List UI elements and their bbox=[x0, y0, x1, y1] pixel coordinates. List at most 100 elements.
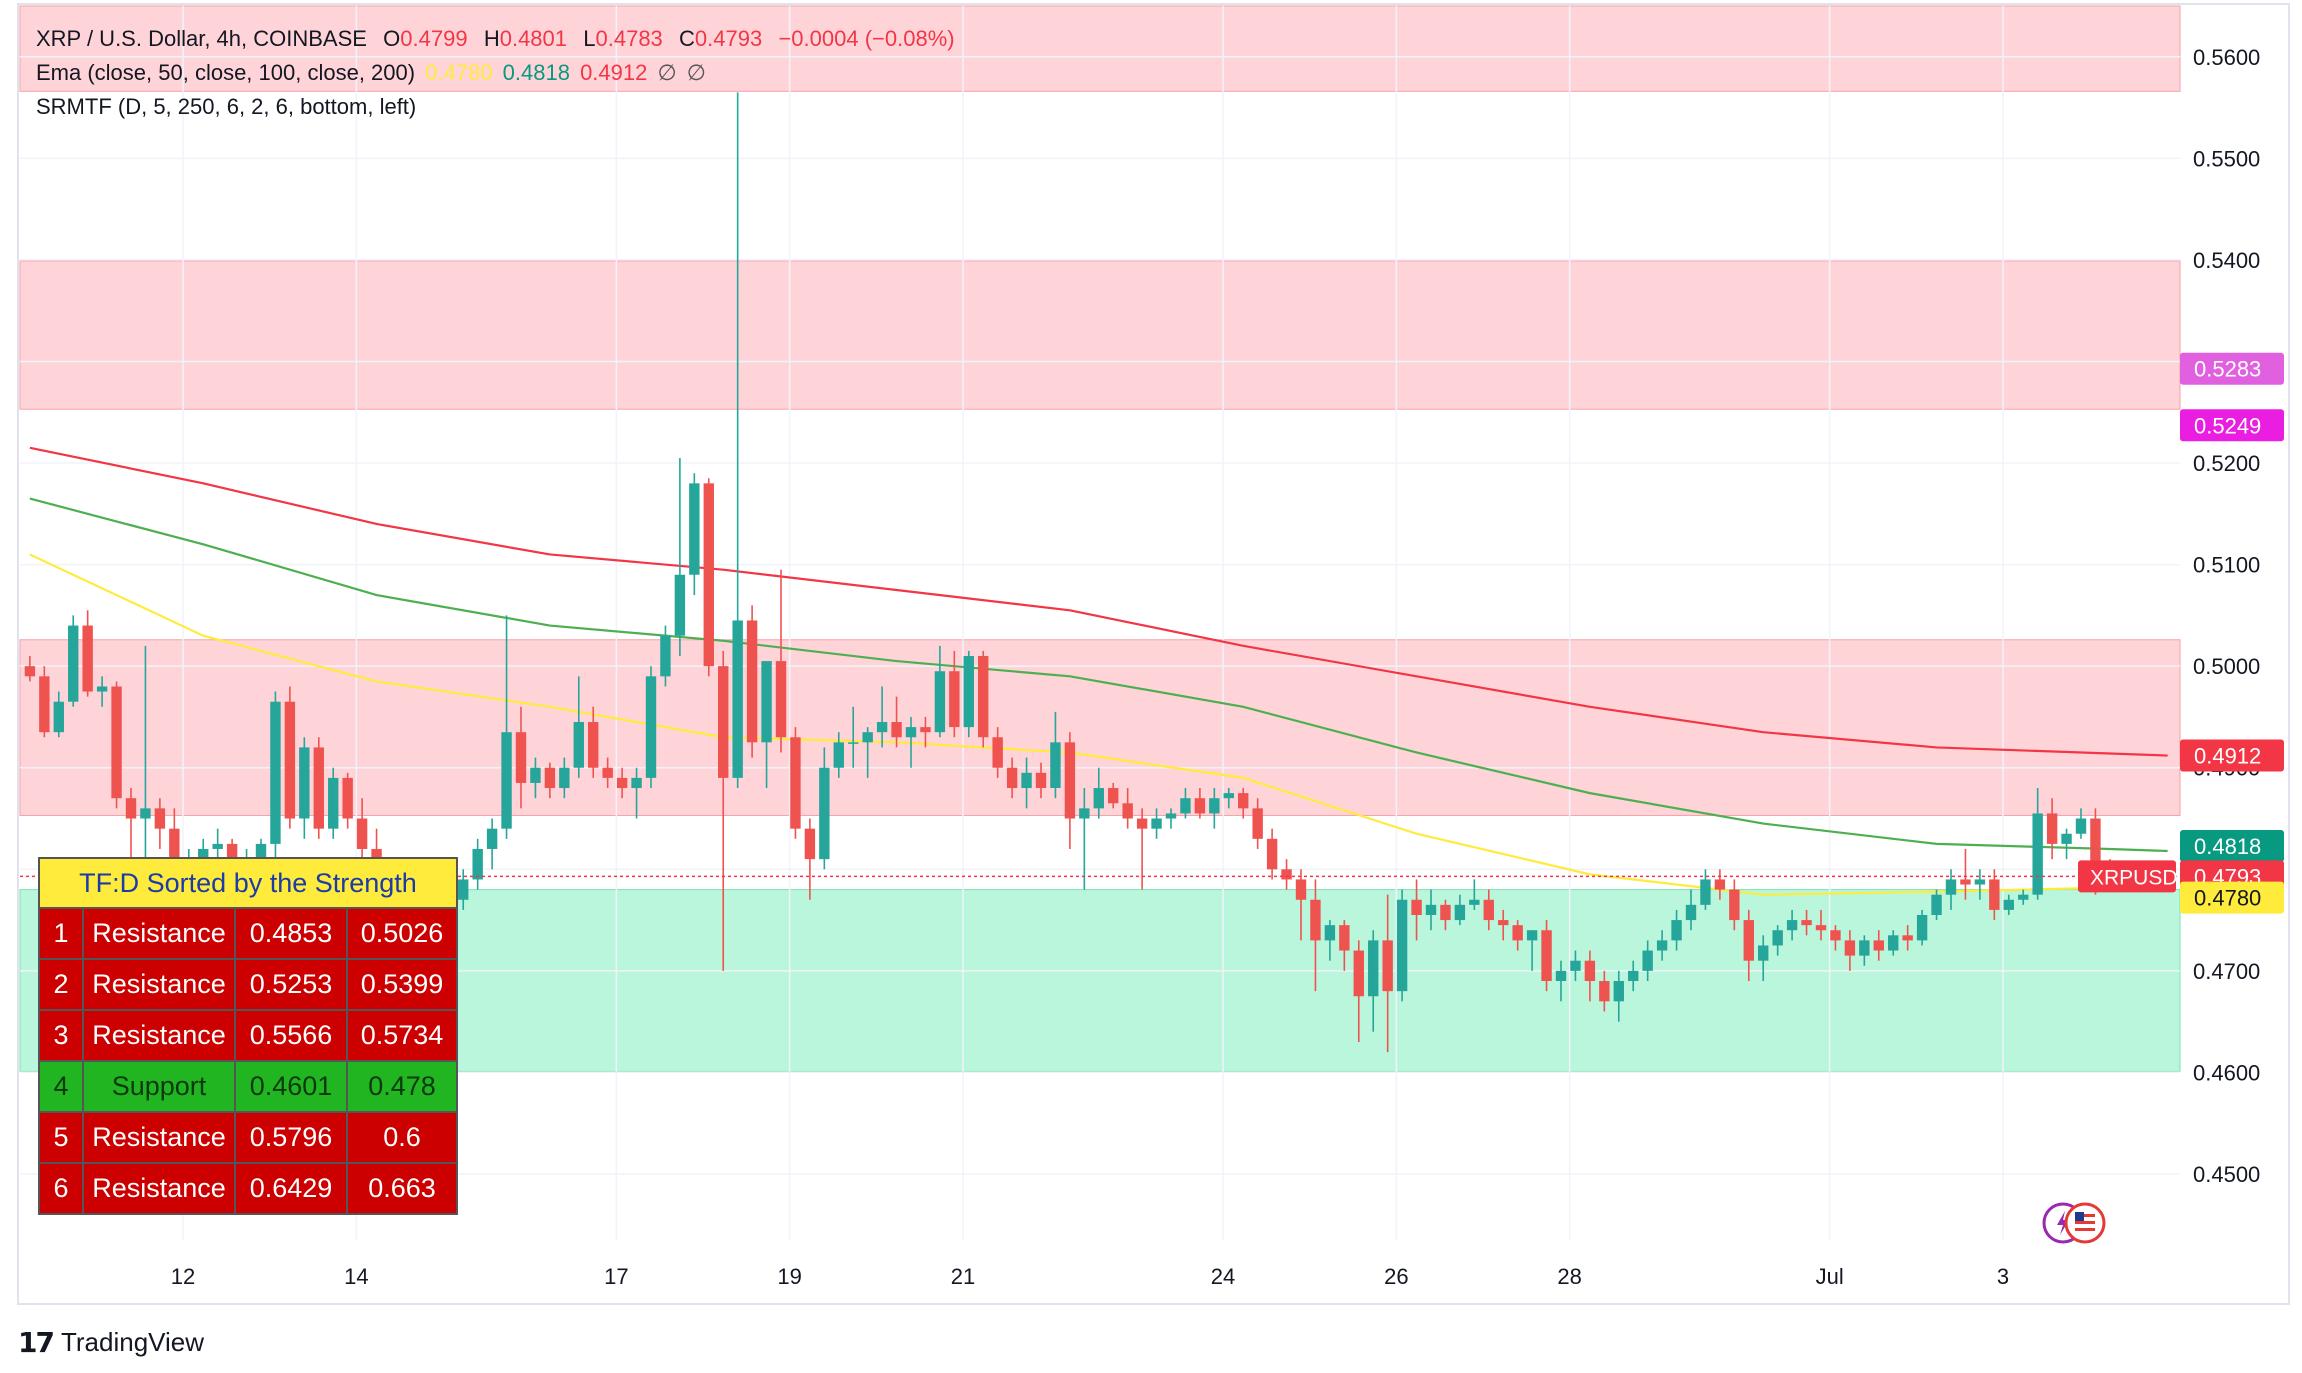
candle[interactable] bbox=[992, 727, 1003, 778]
candle[interactable] bbox=[1555, 960, 1567, 1002]
candle[interactable] bbox=[645, 666, 657, 789]
candle[interactable] bbox=[82, 610, 93, 697]
candle[interactable] bbox=[1050, 711, 1061, 799]
candles-layer[interactable] bbox=[24, 92, 2116, 1053]
candle[interactable] bbox=[356, 798, 368, 860]
candle[interactable] bbox=[458, 869, 469, 910]
tradingview-brand[interactable]: 𝟭𝟳 TradingView bbox=[18, 1326, 204, 1359]
candle[interactable] bbox=[1223, 788, 1234, 809]
candle[interactable] bbox=[1974, 869, 1986, 900]
candle[interactable] bbox=[1613, 970, 1624, 1022]
flag-icon[interactable] bbox=[2042, 1202, 2106, 1244]
candle[interactable] bbox=[1324, 920, 1336, 961]
candle[interactable] bbox=[2046, 798, 2058, 860]
legend-srmtf[interactable]: SRMTF (D, 5, 250, 6, 2, 6, bottom, left) bbox=[36, 94, 420, 120]
candle[interactable] bbox=[2018, 889, 2029, 905]
candle[interactable] bbox=[39, 666, 50, 738]
candle[interactable] bbox=[1772, 925, 1783, 956]
candle[interactable] bbox=[862, 727, 873, 778]
candle[interactable] bbox=[978, 650, 989, 748]
candle[interactable] bbox=[1454, 894, 1466, 926]
candle[interactable] bbox=[732, 92, 743, 789]
candle[interactable] bbox=[1714, 869, 1726, 900]
candle[interactable] bbox=[154, 798, 166, 849]
candle[interactable] bbox=[718, 650, 729, 971]
candle[interactable] bbox=[1989, 869, 2000, 921]
candle[interactable] bbox=[515, 706, 527, 809]
candle[interactable] bbox=[1642, 940, 1653, 982]
candle[interactable] bbox=[1440, 899, 1451, 931]
candle[interactable] bbox=[1945, 869, 1957, 910]
candle[interactable] bbox=[1584, 950, 1596, 1002]
candle[interactable] bbox=[342, 772, 353, 829]
candle[interactable] bbox=[328, 767, 339, 839]
candle[interactable] bbox=[920, 716, 931, 748]
candle[interactable] bbox=[1541, 920, 1552, 992]
candle[interactable] bbox=[1151, 808, 1162, 839]
candle[interactable] bbox=[1136, 808, 1148, 890]
candle[interactable] bbox=[1844, 930, 1856, 971]
candle[interactable] bbox=[284, 686, 296, 829]
candle[interactable] bbox=[1729, 879, 1740, 931]
candle[interactable] bbox=[1108, 782, 1119, 809]
symbol-title[interactable]: XRP / U.S. Dollar, 4h, COINBASE bbox=[36, 26, 367, 51]
candle[interactable] bbox=[1859, 935, 1870, 966]
candle[interactable] bbox=[111, 681, 122, 809]
candle[interactable] bbox=[1931, 889, 1942, 921]
candle[interactable] bbox=[299, 737, 310, 839]
candle[interactable] bbox=[1295, 869, 1307, 941]
candle[interactable] bbox=[1411, 879, 1422, 941]
candle[interactable] bbox=[1310, 879, 1321, 992]
candle[interactable] bbox=[573, 676, 584, 778]
candle[interactable] bbox=[530, 757, 541, 799]
candle[interactable] bbox=[1035, 762, 1047, 799]
candle[interactable] bbox=[1238, 788, 1249, 819]
candle[interactable] bbox=[703, 478, 714, 677]
candle[interactable] bbox=[790, 727, 801, 839]
candle[interactable] bbox=[848, 706, 859, 768]
candle[interactable] bbox=[96, 676, 108, 707]
candle[interactable] bbox=[1671, 909, 1682, 951]
legend-ema[interactable]: Ema (close, 50, close, 100, close, 200) … bbox=[36, 60, 710, 86]
candle[interactable] bbox=[804, 818, 816, 900]
candle[interactable] bbox=[1353, 940, 1364, 1042]
candle[interactable] bbox=[934, 645, 946, 738]
candle[interactable] bbox=[876, 686, 888, 748]
candle[interactable] bbox=[1425, 889, 1437, 931]
candle[interactable] bbox=[24, 656, 36, 682]
candle[interactable] bbox=[1382, 894, 1393, 1053]
candle[interactable] bbox=[53, 691, 64, 738]
candle[interactable] bbox=[833, 732, 844, 778]
candle[interactable] bbox=[313, 737, 324, 839]
candle[interactable] bbox=[689, 473, 700, 596]
candle[interactable] bbox=[1209, 788, 1220, 829]
candle[interactable] bbox=[1960, 848, 1971, 900]
candle[interactable] bbox=[501, 615, 512, 839]
candle[interactable] bbox=[1599, 970, 1610, 1012]
candle[interactable] bbox=[1180, 788, 1191, 819]
candle[interactable] bbox=[1888, 930, 1899, 956]
candle[interactable] bbox=[1021, 757, 1032, 809]
candle[interactable] bbox=[1786, 909, 1798, 941]
candle[interactable] bbox=[674, 457, 686, 657]
time-axis[interactable]: 12 14 17 19 21 24 26 28 Jul 3 bbox=[171, 1264, 2009, 1289]
candle[interactable] bbox=[1194, 788, 1206, 819]
candle[interactable] bbox=[544, 762, 556, 799]
candle[interactable] bbox=[486, 818, 498, 870]
candle[interactable] bbox=[1483, 889, 1494, 931]
candle[interactable] bbox=[1396, 889, 1408, 1002]
candle[interactable] bbox=[1498, 909, 1509, 941]
candle[interactable] bbox=[761, 661, 772, 789]
candle[interactable] bbox=[2061, 828, 2072, 860]
candle[interactable] bbox=[1368, 930, 1379, 1032]
candle[interactable] bbox=[1006, 757, 1018, 799]
candle[interactable] bbox=[775, 569, 787, 753]
candle[interactable] bbox=[1743, 909, 1754, 982]
candle[interactable] bbox=[819, 747, 830, 870]
candle[interactable] bbox=[1469, 879, 1480, 910]
candle[interactable] bbox=[1628, 960, 1639, 992]
candle[interactable] bbox=[270, 691, 281, 860]
candle[interactable] bbox=[1700, 869, 1711, 910]
candle[interactable] bbox=[602, 757, 613, 789]
candle[interactable] bbox=[1252, 798, 1263, 849]
